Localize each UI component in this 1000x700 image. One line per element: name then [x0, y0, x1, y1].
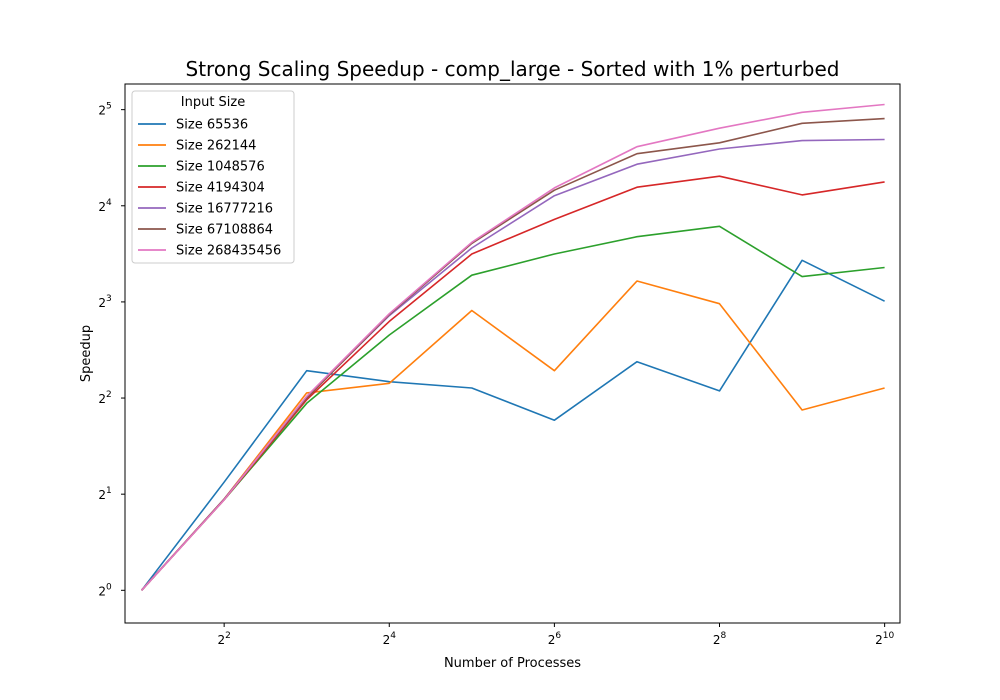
legend-entry: Size 262144 — [138, 139, 256, 154]
legend-entry: Size 67108864 — [138, 223, 273, 238]
legend-entry: Size 268435456 — [138, 244, 281, 259]
legend-label: Size 4194304 — [176, 181, 265, 196]
series-line-size-262144 — [141, 280, 885, 591]
y-tick-label: 25 — [98, 102, 111, 118]
legend-label: Size 268435456 — [176, 244, 281, 259]
y-axis-label: Speedup — [79, 325, 94, 382]
series-lines — [140, 103, 885, 591]
x-axis: 22 24 26 28 210 — [217, 623, 894, 647]
x-tick-label: 28 — [713, 631, 727, 647]
x-tick-label: 210 — [875, 631, 894, 647]
legend-entry: Size 16777216 — [138, 202, 273, 217]
y-tick-label: 21 — [98, 486, 111, 502]
legend: Input Size Size 65536 Size 262144 Size 104… — [131, 90, 295, 264]
legend-title: Input Size — [181, 95, 245, 110]
x-tick-label: 22 — [217, 631, 230, 647]
y-tick-label: 20 — [98, 582, 112, 598]
y-tick-label: 22 — [98, 390, 111, 406]
series-line-size-65536 — [140, 259, 885, 591]
series-line-size-268435456 — [141, 103, 885, 591]
legend-label: Size 1048576 — [176, 160, 265, 175]
legend-label: Size 16777216 — [176, 202, 273, 217]
y-tick-label: 24 — [98, 198, 112, 214]
x-tick-label: 24 — [383, 631, 397, 647]
series-line-size-1048576 — [141, 225, 885, 591]
legend-entry: Size 1048576 — [138, 160, 265, 175]
x-tick-label: 26 — [548, 631, 562, 647]
y-tick-label: 23 — [98, 294, 111, 310]
chart-title: Strong Scaling Speedup - comp_large - So… — [186, 57, 840, 81]
legend-entry: Size 65536 — [138, 118, 248, 133]
x-axis-label: Number of Processes — [444, 656, 581, 671]
legend-label: Size 65536 — [176, 118, 248, 133]
legend-entry: Size 4194304 — [138, 181, 265, 196]
legend-label: Size 262144 — [176, 139, 256, 154]
legend-label: Size 67108864 — [176, 223, 273, 238]
y-axis: 20 21 22 23 24 25 — [98, 102, 125, 598]
legend-box — [131, 90, 295, 264]
plot-frame — [124, 83, 901, 624]
